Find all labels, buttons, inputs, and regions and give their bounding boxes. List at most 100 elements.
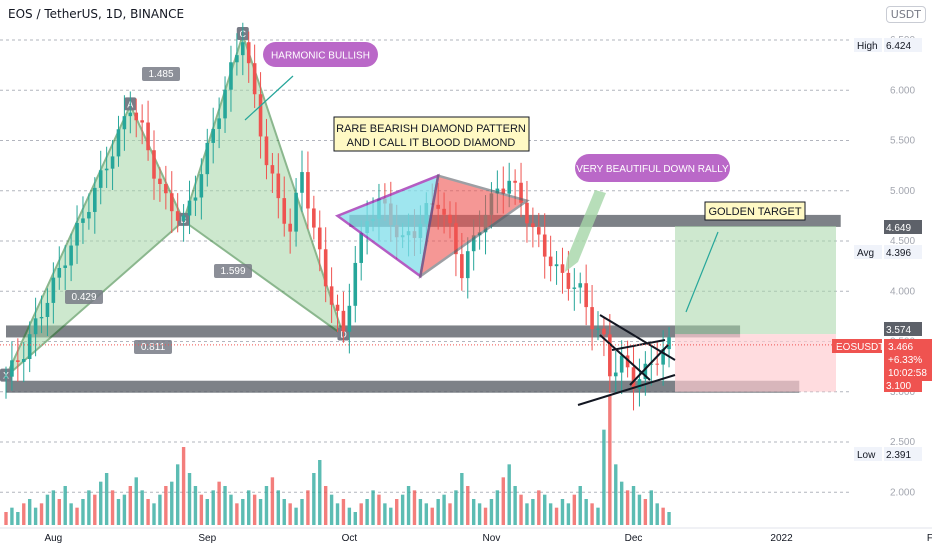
low-value: 2.391 [886,450,911,461]
candle-body [596,328,600,330]
volume-bar [247,490,251,525]
volume-bar [537,490,541,525]
price-tick-label: 5.500 [890,136,915,147]
volume-bar [128,486,133,525]
golden-target-label: GOLDEN TARGET [708,206,801,218]
price-tick-label: 4.000 [890,286,915,297]
time-axis: Aug Sep Oct Nov Dec 2022 Feb [0,527,932,544]
candle-body [122,116,127,130]
candle-body [181,215,186,221]
volume-bar [649,490,653,525]
candle-body [531,223,535,228]
volume-bar [572,494,577,525]
candle-body [199,174,204,198]
harmonic-callout-label: HARMONIC BULLISH [271,51,370,62]
diamond-text-box [333,116,530,152]
volume-bar [400,494,405,525]
candle-body [525,202,529,224]
volume-bar [406,486,411,525]
volume-bar [10,507,14,525]
candle-body [39,316,44,319]
harmonic-ratio-box [134,340,172,354]
price-axis: 6.5006.0005.5005.0004.5004.0003.5003.000… [0,35,932,498]
candle-body [519,182,523,203]
volume-bar [418,499,423,525]
volume-bar [590,503,594,525]
triangle-trendline [577,374,676,406]
volume-bar [63,486,67,525]
candle-body [229,62,233,90]
volume-bar [288,503,292,525]
candle-body [625,355,630,368]
candle-body [288,223,292,232]
candle-body [217,118,221,129]
volume-bar [264,486,269,525]
candle-body [542,234,547,257]
harmonic-ratio-label: 1.599 [220,266,245,277]
candle-body [578,283,583,288]
volume-bar [554,507,559,525]
volume-bar [4,512,8,525]
volume-bar [448,503,452,525]
volume-bar [619,481,624,525]
candle-body [560,264,565,273]
volume-bar [389,507,393,525]
volume-bar [22,503,26,525]
volume-bar [655,503,659,525]
currency-badge[interactable]: USDT [885,6,926,23]
volume-bar [667,512,671,525]
harmonic-ratio-box [65,290,103,304]
harmonic-ratio-label: 1.485 [148,69,173,80]
candle-body [643,363,648,380]
volume-bar [241,499,245,525]
annotations: HARMONIC BULLISH VERY BEAUTIFUL DOWN RALL… [244,42,806,406]
triangle-trendline [611,339,666,351]
candle-body [460,254,464,279]
volume-bar [548,503,553,525]
candle-body [146,122,150,151]
candle-body [21,358,26,362]
candle-body [152,150,156,179]
candle-body [554,264,559,267]
volume-bars [4,395,671,525]
support-tag [884,378,922,392]
volume-bar [33,507,38,525]
volume-bar [519,494,523,525]
volume-bar [596,507,600,525]
volume-bar [477,503,482,525]
candle-body [655,363,659,365]
candle-body [158,178,162,184]
candle-body [16,360,20,362]
price-tick-label: 4.500 [890,236,915,247]
target-value: 4.649 [886,223,911,234]
last-price-tag [884,339,932,381]
candle-body [93,187,97,212]
volume-bar [347,507,352,525]
volume-bar [39,503,44,525]
volume-bar [329,494,334,525]
volume-bar [229,494,233,525]
candle-body [235,55,239,63]
time-tick-label: Dec [625,533,643,544]
candle-body [241,42,245,56]
time-tick-label: Aug [44,533,62,544]
avg-name: Avg [857,248,874,259]
volume-bar [335,503,340,525]
diamond-right-half [418,174,530,279]
volume-bar [164,486,168,525]
volume-bar [205,499,209,525]
volume-bar [395,499,399,525]
volume-bar [134,477,138,525]
candle-body [471,235,476,252]
candle-body [116,129,121,157]
time-tick-label: Nov [483,533,501,544]
candle-body [10,360,14,377]
volume-bar [602,429,606,525]
candle-body [276,173,281,199]
volume-bar [294,507,298,525]
candle-body [572,287,577,289]
resistance-tag [884,322,922,336]
volume-bar [507,464,511,525]
